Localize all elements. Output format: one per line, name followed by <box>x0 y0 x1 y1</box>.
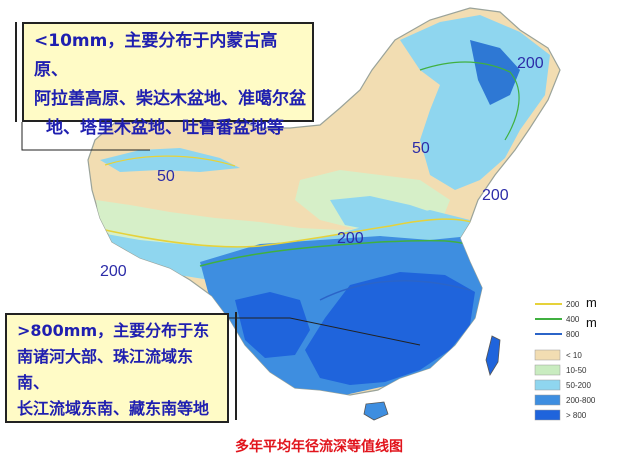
zone-50-200-qinling <box>330 196 440 232</box>
legend-swatch-gt800 <box>534 409 561 421</box>
legend-fill-label-10-50: 10-50 <box>566 366 587 375</box>
legend-swatch-200-800 <box>534 394 561 406</box>
arid-callout-line-1: <10mm，主要分布于内蒙古高原、 <box>34 31 278 80</box>
zone-over-800-tibet-se <box>235 292 310 358</box>
arid-callout-pointer <box>21 122 150 151</box>
legend-line-label-800: 800 <box>566 330 580 339</box>
arid-callout-line-3: 地、塔里木盆地、吐鲁番盆地等 <box>46 118 284 138</box>
contour-200 <box>95 218 481 248</box>
legend-swatch-50-200 <box>534 379 561 391</box>
legend-swatch-lt10 <box>534 349 561 361</box>
legend-unit-m-2: m <box>586 315 597 330</box>
contour-label-w-200: 200 <box>100 263 127 280</box>
legend-swatch-10-50 <box>534 364 561 376</box>
zone-50-200-tianshan <box>100 148 240 172</box>
legend-fill-label-200-800: 200-800 <box>566 396 596 405</box>
arid-region-callout: <10mm，主要分布于内蒙古高原、 阿拉善高原、柴达木盆地、准噶尔盆 地、塔里木… <box>22 22 314 138</box>
zone-50-200-northeast <box>400 15 550 190</box>
contour-label-ne-50: 50 <box>412 140 430 157</box>
zone-over-800-northeast <box>470 40 520 105</box>
contour-400 <box>199 239 483 267</box>
contour-label-e-200: 200 <box>482 187 509 204</box>
contour-label-c-200: 200 <box>337 230 364 247</box>
wet-callout-pointer <box>229 317 421 346</box>
legend-unit-m-1: m <box>586 295 597 310</box>
contour-label-nw-50: 50 <box>157 168 175 185</box>
wet-callout-line-2: 南诸河大部、珠江流域东南、 <box>17 347 194 392</box>
wet-callout-line-1: >800mm，主要分布于东 <box>17 321 210 340</box>
contour-ne <box>419 61 520 141</box>
wet-region-callout: >800mm，主要分布于东 南诸河大部、珠江流域东南、 长江流域东南、藏东南等地 <box>5 313 229 423</box>
contour-800 <box>319 280 471 301</box>
legend-line-label-400: 400 <box>566 315 580 324</box>
taiwan-island <box>485 335 501 377</box>
legend-fill-label-50-200: 50-200 <box>566 381 591 390</box>
zone-over-800-southeast <box>305 272 475 385</box>
wet-callout-line-3: 长江流域东南、藏东南等地 <box>17 399 210 418</box>
legend-line-label-200: 200 <box>566 300 580 309</box>
legend-fill-label-lt10: < 10 <box>566 351 582 360</box>
contour-tianshan <box>104 155 236 167</box>
legend-fill-label-gt800: > 800 <box>566 411 587 420</box>
contour-label-ne-200: 200 <box>517 55 544 72</box>
map-caption: 多年平均年径流深等值线图 <box>235 439 403 455</box>
hainan-island <box>363 401 389 421</box>
arid-callout-line-2: 阿拉善高原、柴达木盆地、准噶尔盆 <box>34 89 306 109</box>
map-legend: 200 400 800 m m < 10 10-50 50-200 200-80… <box>534 295 597 421</box>
